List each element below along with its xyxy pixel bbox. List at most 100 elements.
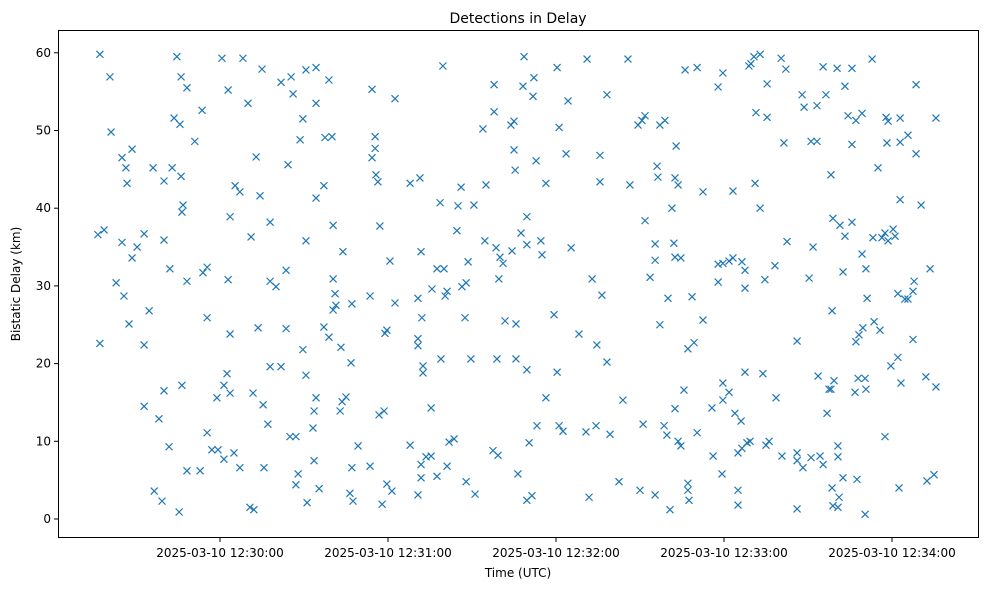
data-point xyxy=(639,420,648,429)
data-point xyxy=(128,145,137,154)
data-point xyxy=(414,294,422,303)
data-point xyxy=(841,232,849,241)
data-point xyxy=(406,441,415,450)
data-point xyxy=(382,326,391,335)
data-point xyxy=(618,396,627,405)
data-point xyxy=(419,362,427,370)
data-point xyxy=(183,277,191,286)
data-point xyxy=(734,501,742,509)
data-point xyxy=(160,177,168,185)
data-point xyxy=(830,376,838,385)
data-point xyxy=(625,180,634,189)
data-point xyxy=(839,473,847,482)
x-axis-label: Time (UTC) xyxy=(484,566,551,580)
data-point xyxy=(441,292,450,300)
data-point xyxy=(226,212,235,221)
data-point xyxy=(319,181,328,190)
data-point xyxy=(387,487,396,495)
data-point xyxy=(118,153,126,162)
data-point xyxy=(175,508,184,516)
data-point xyxy=(932,114,940,122)
data-point xyxy=(107,128,116,136)
data-point xyxy=(347,463,356,472)
data-point xyxy=(671,404,679,413)
data-point xyxy=(624,55,632,63)
data-point xyxy=(196,466,205,475)
data-point xyxy=(312,99,320,108)
data-point xyxy=(312,194,320,203)
data-point xyxy=(529,73,538,82)
data-point xyxy=(848,218,856,227)
data-point xyxy=(492,355,501,363)
data-point xyxy=(921,372,930,381)
data-point xyxy=(302,236,310,245)
data-point xyxy=(427,403,436,412)
data-point xyxy=(666,505,674,514)
data-point xyxy=(219,455,228,464)
data-point xyxy=(480,236,489,245)
data-point xyxy=(533,421,541,430)
y-tick-label: 0 xyxy=(43,512,51,526)
data-point xyxy=(799,463,807,472)
data-point xyxy=(550,310,558,319)
data-point xyxy=(541,393,550,402)
data-point xyxy=(198,106,207,115)
chart-title: Detections in Delay xyxy=(449,11,586,27)
data-point xyxy=(160,386,168,395)
data-point xyxy=(112,278,121,287)
x-axis-ticks: 2025-03-10 12:30:00 2025-03-10 12:31:00 20… xyxy=(156,537,956,560)
data-point xyxy=(354,442,362,450)
data-point xyxy=(95,50,104,59)
data-point xyxy=(583,55,592,63)
data-point xyxy=(763,113,772,122)
data-point xyxy=(470,201,478,210)
y-tick-label: 40 xyxy=(36,201,51,215)
data-point xyxy=(828,306,837,315)
data-point xyxy=(932,382,940,391)
data-point xyxy=(683,486,692,495)
data-point xyxy=(406,179,415,188)
data-point xyxy=(183,83,191,92)
data-point xyxy=(417,460,425,469)
data-point xyxy=(585,493,593,502)
data-point xyxy=(555,123,564,132)
data-point xyxy=(641,216,649,225)
data-point xyxy=(651,490,660,499)
x-tick-label: 2025-03-10 12:31:00 xyxy=(324,546,451,560)
data-point xyxy=(291,480,300,489)
data-point xyxy=(214,445,222,454)
data-point xyxy=(909,335,917,344)
data-point xyxy=(177,172,186,181)
data-point xyxy=(259,400,268,409)
data-point xyxy=(510,117,518,126)
data-point xyxy=(508,247,516,255)
data-point xyxy=(310,407,319,415)
data-point xyxy=(734,486,742,495)
data-point xyxy=(347,299,356,308)
data-point xyxy=(891,232,900,241)
data-point xyxy=(868,55,877,63)
data-point xyxy=(321,133,329,142)
data-point xyxy=(252,152,261,161)
data-point xyxy=(302,65,310,74)
data-point xyxy=(345,489,354,498)
data-point xyxy=(597,291,606,300)
data-point xyxy=(329,306,338,314)
data-point xyxy=(328,132,336,141)
data-point xyxy=(567,243,576,252)
data-point xyxy=(672,142,681,150)
data-point xyxy=(900,295,909,304)
data-point xyxy=(522,365,531,374)
data-point xyxy=(862,264,870,273)
data-point xyxy=(886,362,895,370)
data-point xyxy=(896,114,905,122)
data-point xyxy=(520,52,529,61)
data-point xyxy=(834,503,842,512)
data-point xyxy=(858,109,866,118)
data-point xyxy=(296,135,305,144)
data-point xyxy=(450,435,459,443)
data-point xyxy=(247,233,256,241)
data-point xyxy=(708,403,716,412)
data-point xyxy=(249,389,257,398)
data-point xyxy=(203,313,212,322)
